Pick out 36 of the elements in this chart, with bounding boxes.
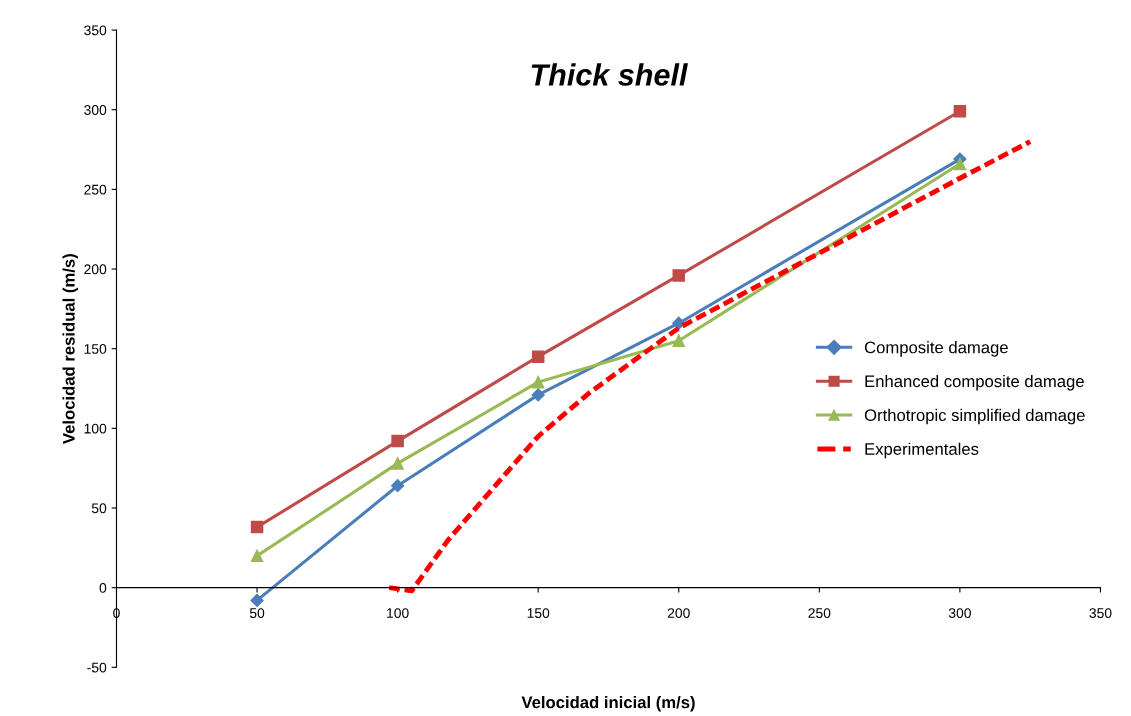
point	[531, 350, 545, 363]
x-tick-label: 350	[1089, 608, 1112, 618]
legend-label: Experimentales	[865, 442, 979, 459]
x-tick-label: 50	[249, 608, 265, 618]
y-tick-label: 200	[84, 264, 107, 275]
y-tick-label: 350	[84, 25, 107, 36]
point	[953, 105, 967, 118]
y-axis-title: Velocidad residual (m/s)	[62, 254, 79, 444]
point	[250, 520, 264, 534]
legend-label: Orthotropic simplified damage	[864, 408, 1085, 425]
legend-label: Enhanced composite damage	[865, 374, 1084, 391]
text: Thick shell	[531, 63, 688, 86]
y-tick-label: -50	[87, 662, 107, 673]
x-axis-title: Velocidad inicial (m/s)	[521, 695, 695, 712]
x-tick-label: 200	[667, 608, 690, 618]
point	[953, 157, 967, 171]
point	[531, 388, 545, 402]
point	[672, 334, 686, 347]
x-tick-label: 300	[948, 608, 971, 618]
point	[250, 593, 264, 607]
y-tick-label: 250	[84, 184, 107, 195]
point	[250, 549, 264, 563]
x-tick-label: 250	[808, 608, 831, 618]
y-tick-label: 150	[84, 344, 107, 354]
legend-label: Composite damage	[864, 341, 1008, 357]
x-tick-label: 100	[387, 608, 409, 618]
point	[391, 457, 404, 470]
y-tick-label: 300	[84, 105, 107, 115]
point	[672, 269, 686, 282]
y-tick-label: 100	[84, 423, 107, 434]
y-tick-label: 50	[91, 503, 107, 514]
y-tick-label: 0	[99, 582, 107, 593]
x-tick-label: 150	[527, 608, 550, 618]
point	[531, 375, 545, 389]
point	[391, 479, 405, 493]
point	[391, 434, 404, 448]
